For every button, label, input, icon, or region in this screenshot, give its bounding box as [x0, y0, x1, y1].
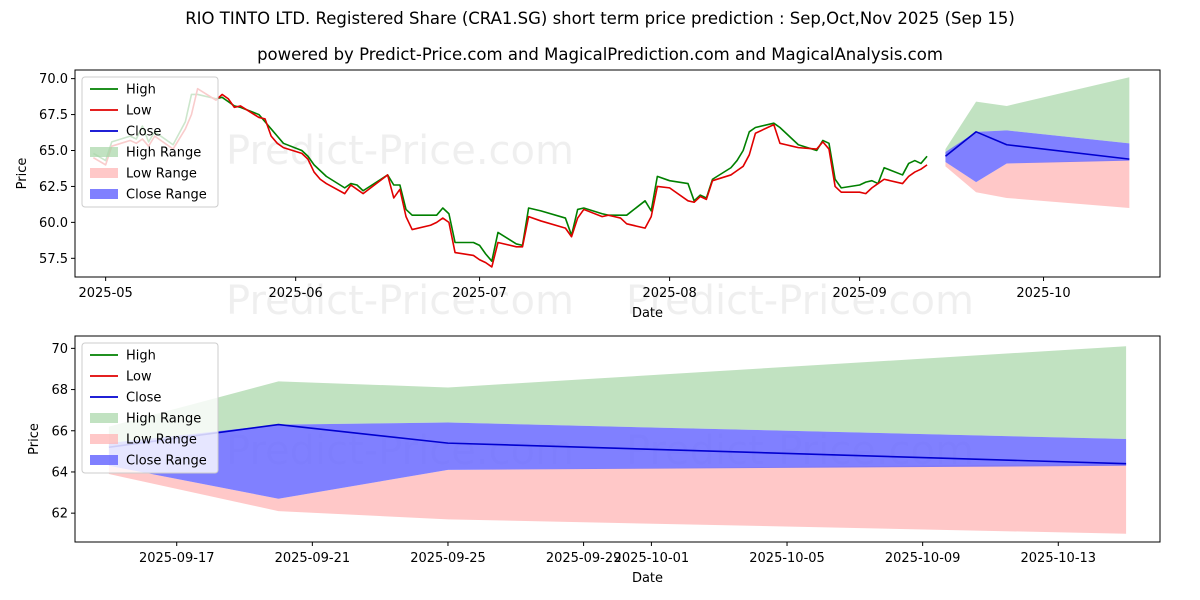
- y-tick-label: 68: [51, 383, 68, 398]
- legend-label-close: Close: [126, 125, 161, 140]
- legend-label-low: Low: [126, 104, 152, 119]
- chart-panel-1: Predict-Price.com Predict-Price.com Predic…: [15, 69, 1161, 324]
- range-low-range-area: [108, 463, 1127, 534]
- range-close-range-area: [108, 422, 1127, 499]
- legend-label-close-range: Close Range: [126, 454, 207, 469]
- x-tick-label: 2025-09-25: [410, 551, 486, 566]
- range-high-range-area: [108, 346, 1127, 448]
- x-tick-label: 2025-10-01: [614, 551, 690, 566]
- watermark-text: Predict-Price.com: [226, 278, 574, 324]
- y-tick-label: 70: [51, 342, 68, 357]
- legend-label-low: Low: [126, 370, 152, 385]
- range-high-range-area: [945, 77, 1130, 157]
- legend: High Low Close High Range Low Range Close Ran…: [81, 342, 219, 474]
- legend-label-close: Close: [126, 391, 161, 406]
- x-tick-label: 2025-07: [452, 286, 506, 301]
- series-low-line: [92, 87, 928, 268]
- y-tick-label: 67.5: [39, 108, 68, 123]
- y-tick-label: 70.0: [39, 72, 68, 87]
- chart-panel-2: Predict-Price.comPredict-Price.com2025-0…: [27, 335, 1161, 586]
- axes-frame: [74, 335, 1161, 543]
- legend-label-high: High: [126, 83, 156, 98]
- y-axis-label: Price: [27, 423, 42, 455]
- y-tick-label: 64: [51, 465, 68, 480]
- legend-swatch-close-range: [90, 455, 118, 465]
- x-tick-label: 2025-08: [642, 286, 696, 301]
- watermark-text: Predict-Price.com: [226, 128, 574, 174]
- y-tick-label: 57.5: [39, 252, 68, 267]
- x-tick-label: 2025-10-13: [1021, 551, 1097, 566]
- y-axis-label: Price: [15, 158, 30, 190]
- x-axis-label: Date: [632, 306, 663, 321]
- y-tick-label: 66: [51, 424, 68, 439]
- x-tick-label: 2025-10: [1016, 286, 1070, 301]
- legend-swatch-high-range: [90, 147, 118, 157]
- x-tick-label: 2025-09: [832, 286, 886, 301]
- legend-label-close-range: Close Range: [126, 188, 207, 203]
- legend-label-high: High: [126, 349, 156, 364]
- x-tick-label: 2025-05: [78, 286, 132, 301]
- y-tick-label: 65.0: [39, 144, 68, 159]
- legend-label-low-range: Low Range: [126, 433, 197, 448]
- legend-label-low-range: Low Range: [126, 167, 197, 182]
- range-low-range-area: [945, 159, 1130, 208]
- x-axis-label: Date: [632, 571, 663, 586]
- x-tick-label: 2025-09-29: [546, 551, 622, 566]
- plot-area: [108, 346, 1127, 534]
- x-tick-label: 2025-10-09: [885, 551, 961, 566]
- axes-frame: [74, 69, 1161, 278]
- legend-swatch-low-range: [90, 434, 118, 444]
- legend-swatch-close-range: [90, 189, 118, 199]
- y-tick-label: 60.0: [39, 216, 68, 231]
- y-tick-label: 62: [51, 507, 68, 522]
- plot-area: [92, 77, 1130, 268]
- legend-swatch-high-range: [90, 413, 118, 423]
- y-tick-label: 62.5: [39, 180, 68, 195]
- x-tick-label: 2025-06: [269, 286, 323, 301]
- legend: High Low Close High Range Low Range Close Ran…: [81, 76, 219, 208]
- legend-swatch-low-range: [90, 168, 118, 178]
- x-tick-label: 2025-09-21: [275, 551, 351, 566]
- x-tick-label: 2025-10-05: [749, 551, 825, 566]
- range-close-range-area: [945, 130, 1130, 183]
- x-tick-label: 2025-09-17: [139, 551, 215, 566]
- chart-title: RIO TINTO LTD. Registered Share (CRA1.SG…: [185, 9, 1015, 28]
- legend-label-high-range: High Range: [126, 146, 201, 161]
- series-close-line: [944, 131, 1130, 160]
- legend-label-high-range: High Range: [126, 412, 201, 427]
- watermark-text: Predict-Price.com: [626, 278, 974, 324]
- chart-subtitle: powered by Predict-Price.com and Magical…: [257, 45, 943, 64]
